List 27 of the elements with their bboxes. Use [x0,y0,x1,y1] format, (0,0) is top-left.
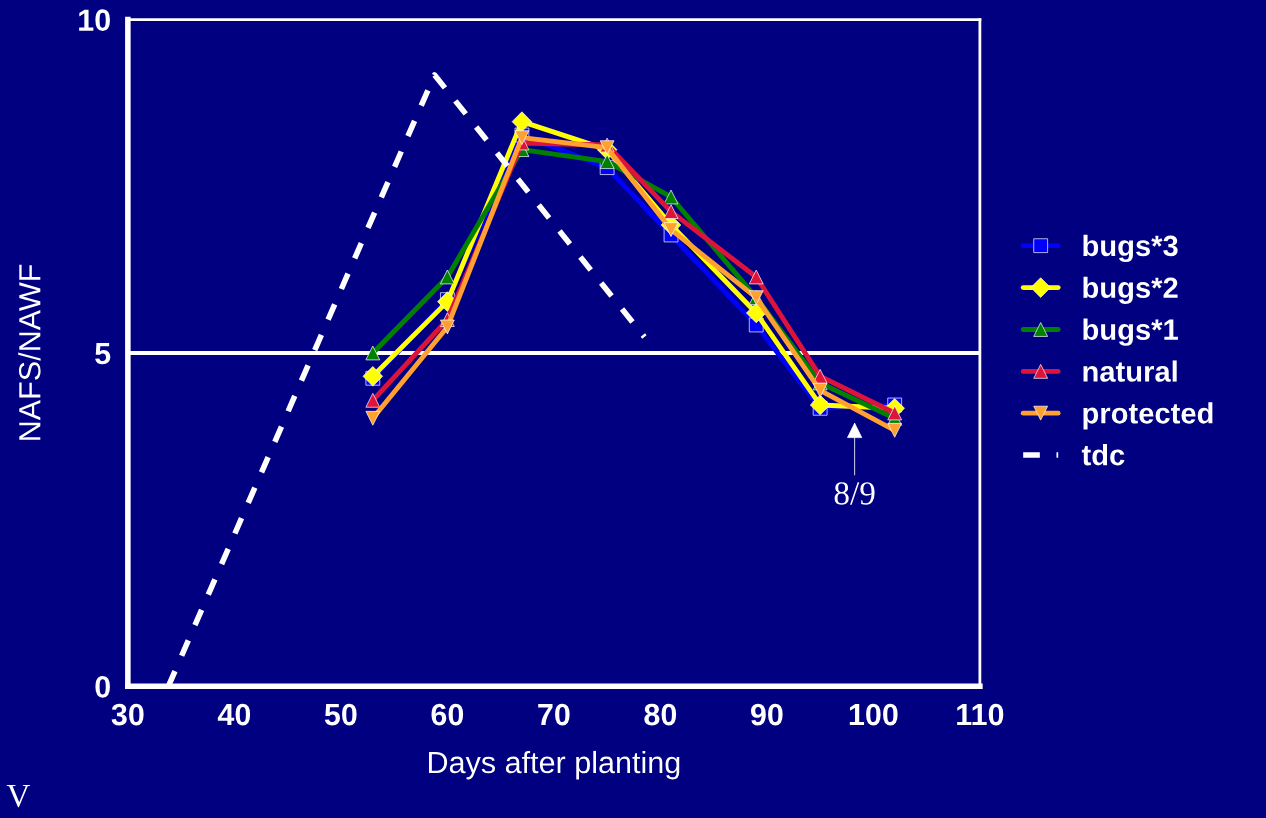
x-tick-label: 70 [538,703,570,726]
x-tick-label: 80 [644,703,677,726]
x-tick-label: 60 [431,703,464,726]
x-tick-label: 50 [324,703,357,726]
y-tick-label: 10 [79,9,110,31]
legend-label: bugs*2 [1083,276,1178,304]
annotation: 8/9 [834,482,875,505]
text: V [6,784,31,808]
legend-label: bugs*3 [1083,234,1178,263]
point [362,366,383,387]
x-tick-label: 90 [750,703,783,726]
y-tick-label: 5 [95,343,111,365]
x-axis-title: Days after planting [429,750,680,780]
legend-label: tdc [1081,443,1125,466]
legend-label: natural [1083,360,1177,382]
y-axis-title: NAFS/NAWF [18,264,41,440]
x-tick-label: 40 [217,703,251,726]
x-tick-label: 30 [111,703,144,726]
y-tick-label: 0 [95,676,110,698]
point [887,423,902,438]
x-tick-label: 100 [849,703,898,726]
legend-label: protected [1083,402,1213,430]
point [511,111,533,132]
point [599,154,615,169]
x-tick-label: 110 [957,703,1004,726]
point [365,411,381,426]
legend-label: bugs*1 [1083,318,1178,346]
